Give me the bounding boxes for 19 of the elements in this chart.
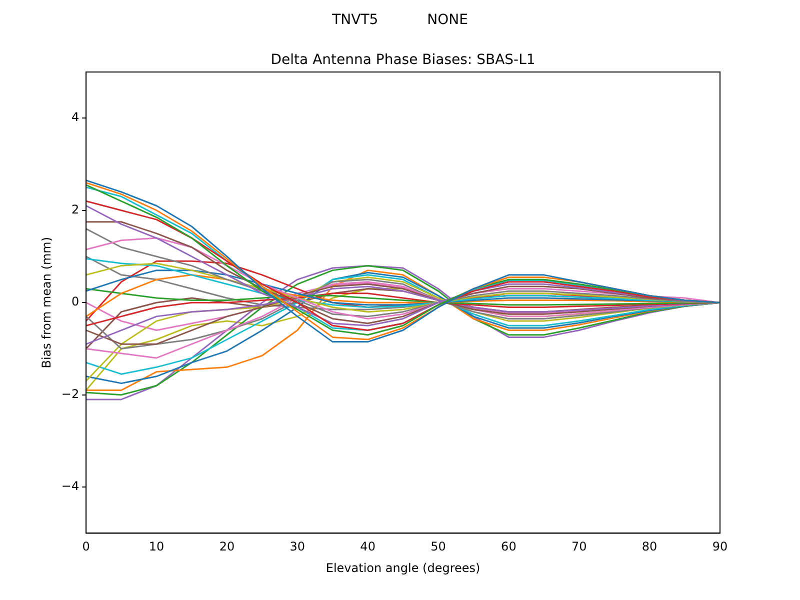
- y-tick-label: 2: [71, 202, 80, 216]
- chart-title: TNVT5 NONE: [331, 12, 468, 28]
- x-axis-title: Elevation angle (degrees): [326, 560, 480, 575]
- x-tick-label: 70: [571, 540, 587, 554]
- chart-subtitle: Delta Antenna Phase Biases: SBAS-L1: [270, 52, 536, 68]
- y-tick-label: −2: [61, 386, 80, 401]
- x-tick-label: 50: [430, 540, 446, 554]
- x-tick-label: 30: [290, 540, 306, 554]
- x-tick-label: 40: [360, 540, 376, 554]
- x-tick-label: 20: [219, 540, 235, 554]
- x-tick-label: 60: [501, 540, 516, 554]
- y-tick-label: −4: [61, 479, 80, 494]
- x-tick-label: 0: [82, 540, 90, 554]
- x-tick-label: 80: [642, 540, 658, 554]
- y-tick-label: 4: [71, 110, 80, 124]
- y-axis-title: Bias from mean (mm): [39, 236, 54, 368]
- y-tick-label: 0: [71, 294, 80, 309]
- x-tick-label: 10: [148, 540, 164, 554]
- x-tick-label: 90: [712, 540, 728, 554]
